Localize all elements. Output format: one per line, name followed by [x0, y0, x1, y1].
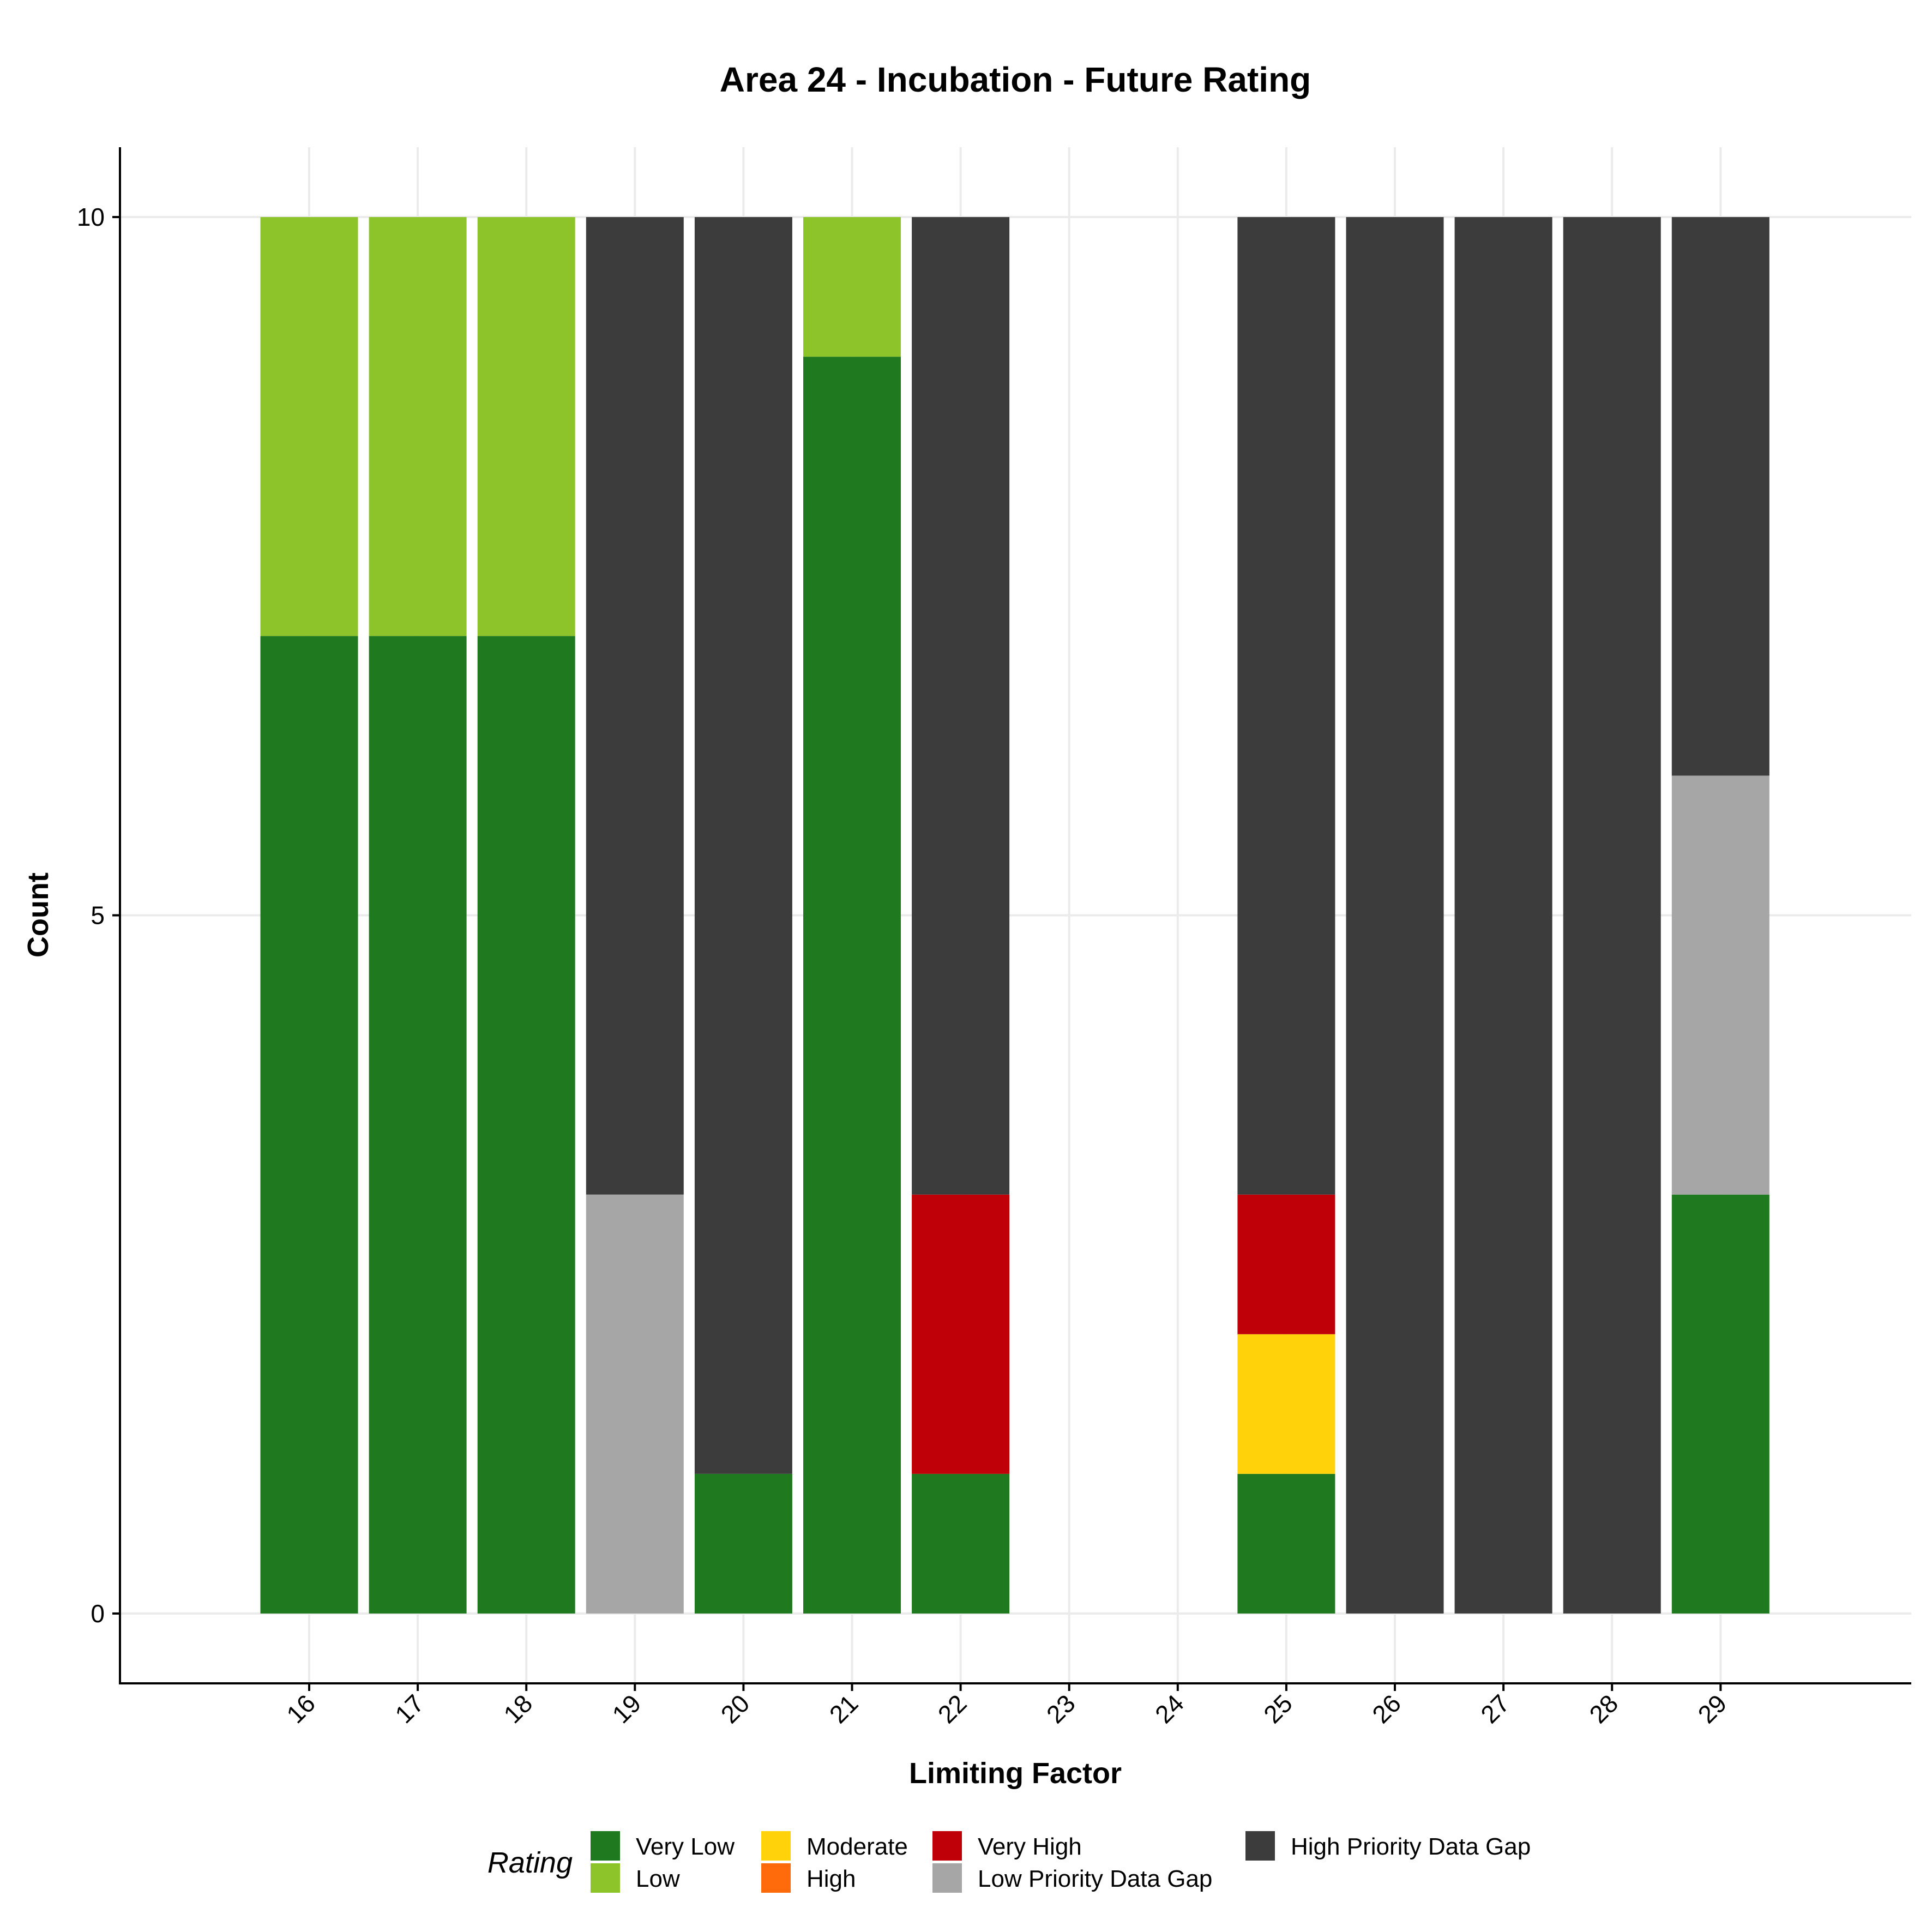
x-tick-label: 26 [1367, 1689, 1406, 1729]
legend-key-low-priority-data-gap [932, 1863, 962, 1893]
x-tick-label: 19 [606, 1689, 646, 1729]
bar-29-very-low [1671, 1194, 1770, 1614]
bar-29-high-priority-data-gap [1671, 217, 1770, 776]
x-ticks: 16 17 18 19 20 21 22 23 24 25 26 27 28 29 [281, 1683, 1732, 1729]
bar-21-very-low [803, 357, 901, 1614]
bar-16-low [260, 217, 358, 636]
x-tick-label: 27 [1475, 1689, 1515, 1729]
bar-17-low [369, 217, 467, 636]
x-tick-label: 18 [498, 1689, 538, 1729]
x-tick-label: 21 [824, 1689, 864, 1729]
y-tick-label: 5 [91, 901, 105, 930]
x-tick-label: 23 [1041, 1689, 1081, 1729]
bar-22-very-high [912, 1194, 1010, 1474]
bar-20-high-priority-data-gap [694, 217, 792, 1474]
bar-25-high-priority-data-gap [1237, 217, 1335, 1195]
x-tick-label: 24 [1149, 1689, 1189, 1729]
legend-key-low [591, 1863, 620, 1893]
bar-19-low-priority-data-gap [586, 1194, 684, 1614]
legend-key-high-priority-data-gap [1245, 1831, 1275, 1861]
bar-17-very-low [369, 636, 467, 1614]
bar-27-high-priority-data-gap [1454, 217, 1552, 1614]
legend-label: Low Priority Data Gap [978, 1865, 1212, 1892]
x-tick-label: 25 [1258, 1689, 1298, 1729]
legend-title: Rating [487, 1846, 573, 1879]
y-tick-label: 10 [77, 203, 105, 231]
y-axis-title: Count [22, 872, 55, 958]
chart-title: Area 24 - Incubation - Future Rating [720, 60, 1311, 99]
bar-25-moderate [1237, 1334, 1335, 1474]
bar-25-very-low [1237, 1473, 1335, 1614]
bar-18-low [477, 217, 575, 636]
bar-20-very-low [694, 1473, 792, 1614]
bars [260, 217, 1770, 1614]
x-tick-label: 17 [389, 1689, 429, 1729]
legend-key-very-low [591, 1831, 620, 1861]
bar-19-high-priority-data-gap [586, 217, 684, 1195]
bar-18-very-low [477, 636, 575, 1614]
legend: Rating Very Low Low Moderate High Very High L… [487, 1831, 1531, 1893]
x-tick-label: 20 [715, 1689, 755, 1729]
bar-28-high-priority-data-gap [1563, 217, 1661, 1614]
legend-label: High Priority Data Gap [1291, 1833, 1531, 1860]
bar-22-very-low [912, 1473, 1010, 1614]
legend-label: Very High [978, 1833, 1082, 1860]
legend-label: Low [636, 1865, 680, 1892]
y-tick-label: 0 [91, 1599, 105, 1628]
bar-26-high-priority-data-gap [1346, 217, 1444, 1614]
bar-21-low [803, 217, 901, 357]
x-tick-label: 16 [281, 1689, 321, 1729]
x-tick-label: 29 [1692, 1689, 1732, 1729]
bar-29-low-priority-data-gap [1671, 775, 1770, 1195]
legend-key-moderate [761, 1831, 791, 1861]
legend-label: High [806, 1865, 856, 1892]
bar-25-very-high [1237, 1194, 1335, 1334]
y-ticks: 0 5 10 [77, 203, 120, 1628]
legend-key-high [761, 1863, 791, 1893]
x-tick-label: 22 [932, 1689, 972, 1729]
bar-16-very-low [260, 636, 358, 1614]
x-axis-title: Limiting Factor [909, 1757, 1122, 1790]
x-tick-label: 28 [1584, 1689, 1623, 1729]
legend-label: Moderate [806, 1833, 908, 1860]
legend-key-very-high [932, 1831, 962, 1861]
legend-label: Very Low [636, 1833, 735, 1860]
bar-22-high-priority-data-gap [912, 217, 1010, 1195]
